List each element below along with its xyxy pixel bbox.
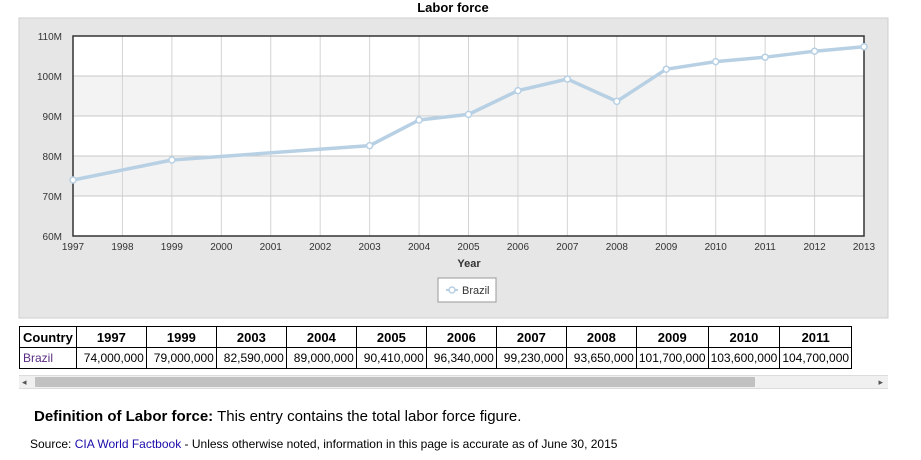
x-axis-label: Year: [457, 258, 481, 270]
x-tick-label: 2008: [606, 242, 629, 253]
y-tick-label: 80M: [43, 152, 62, 163]
table-cell-value: 93,650,000: [565, 347, 637, 369]
x-tick-label: 1997: [62, 242, 85, 253]
source-line: Source: CIA World Factbook - Unless othe…: [30, 437, 617, 452]
y-tick-label: 60M: [43, 232, 62, 243]
chart-container: Labor force 60M 70M 80M 90M 100M 110M 1997 1998…: [18, 0, 889, 319]
table-cell-value: 79,000,000: [145, 347, 217, 369]
data-point[interactable]: [810, 47, 819, 55]
data-point[interactable]: [464, 110, 473, 119]
data-point[interactable]: [69, 176, 77, 184]
table-cell-value: 101,700,000: [635, 347, 709, 369]
y-tick-label: 110M: [38, 32, 62, 43]
table-header-row: Country 1997 1999 2003 2004 2005 2006 2007 2008…: [19, 326, 853, 348]
x-tick-label: 2001: [260, 242, 283, 253]
x-tick-label: 2012: [803, 242, 826, 253]
scroll-right-arrow-icon[interactable]: ▸: [878, 377, 883, 387]
plot-border: [72, 35, 865, 237]
table-cell-value: 99,230,000: [495, 347, 567, 369]
x-tick-label: 2013: [853, 242, 876, 253]
x-tick-label: 2002: [309, 242, 332, 253]
table-cell-value: 96,340,000: [425, 347, 497, 369]
data-point[interactable]: [711, 57, 720, 66]
table-header-year: 2010: [707, 326, 781, 348]
y-tick-label: 100M: [37, 72, 62, 83]
scrollbar-thumb[interactable]: [35, 377, 755, 387]
x-tick-label: 1999: [161, 242, 184, 253]
data-point[interactable]: [860, 43, 868, 51]
legend-label-brazil: Brazil: [462, 285, 490, 297]
table-header-year: 1997: [75, 326, 147, 348]
table-header-year: 2004: [285, 326, 357, 348]
definition-text: Definition of Labor force: This entry co…: [34, 408, 521, 426]
y-tick-label: 70M: [43, 192, 62, 203]
labor-force-table: Country 1997 1999 2003 2004 2005 2006 2007 2008…: [19, 326, 853, 369]
source-suffix: - Unless otherwise noted, information in…: [181, 437, 618, 451]
table-cell-value: 103,600,000: [707, 347, 781, 369]
data-point[interactable]: [514, 86, 522, 95]
definition-body: This entry contains the total labor forc…: [213, 408, 522, 425]
data-point[interactable]: [761, 53, 769, 61]
source-prefix: Source:: [30, 437, 75, 451]
data-point[interactable]: [613, 97, 621, 106]
y-tick-label: 90M: [43, 112, 62, 123]
x-tick-label: 2004: [408, 242, 431, 253]
country-link-brazil[interactable]: Brazil: [19, 347, 77, 369]
x-tick-label: 2011: [754, 242, 776, 253]
source-link[interactable]: CIA World Factbook: [74, 437, 182, 451]
x-tick-label: 2010: [705, 242, 728, 253]
table-header-country: Country: [19, 326, 77, 348]
table-header-year: 2006: [425, 326, 497, 348]
table-header-year: 1999: [145, 326, 217, 348]
legend-marker-icon: [448, 286, 456, 294]
x-tick-label: 2000: [210, 242, 233, 253]
data-table-viewport[interactable]: Country 1997 1999 2003 2004 2005 2006 2007 2008…: [19, 326, 888, 372]
x-tick-label: 1998: [111, 242, 134, 253]
table-header-year: 2008: [565, 326, 637, 348]
table-header-year: 2003: [215, 326, 287, 348]
table-cell-value: 74,000,000: [75, 347, 147, 369]
scroll-left-arrow-icon[interactable]: ◂: [22, 377, 27, 387]
legend[interactable]: Brazil: [437, 277, 497, 303]
table-header-year: 2011: [779, 326, 853, 348]
data-point[interactable]: [563, 75, 572, 83]
definition-label: Definition of Labor force:: [34, 408, 214, 425]
table-cell-value: 104,700,000: [779, 347, 853, 369]
x-tick-label: 2003: [359, 242, 382, 253]
plot-area: 60M 70M 80M 90M 100M 110M 1997 1998 1999 2000 2001…: [37, 32, 876, 253]
table-cell-value: 89,000,000: [285, 347, 357, 369]
table-cell-value: 82,590,000: [215, 347, 287, 369]
x-tick-label: 2005: [457, 242, 480, 253]
labor-force-chart: Labor force 60M 70M 80M 90M 100M 110M 1997 1998…: [18, 0, 889, 319]
data-point[interactable]: [415, 116, 423, 124]
horizontal-scrollbar[interactable]: ◂ ▸: [19, 375, 888, 389]
table-header-year: 2009: [635, 326, 709, 348]
chart-title: Labor force: [417, 0, 489, 15]
x-tick-label: 2006: [507, 242, 530, 253]
data-point[interactable]: [168, 156, 176, 164]
table-header-year: 2005: [355, 326, 427, 348]
table-header-year: 2007: [495, 326, 567, 348]
table-row: Brazil 74,000,000 79,000,000 82,590,000 89,…: [19, 347, 853, 369]
data-point[interactable]: [365, 141, 374, 150]
table-cell-value: 90,410,000: [355, 347, 427, 369]
x-tick-label: 2009: [655, 242, 678, 253]
data-point[interactable]: [662, 65, 670, 73]
x-tick-label: 2007: [556, 242, 579, 253]
